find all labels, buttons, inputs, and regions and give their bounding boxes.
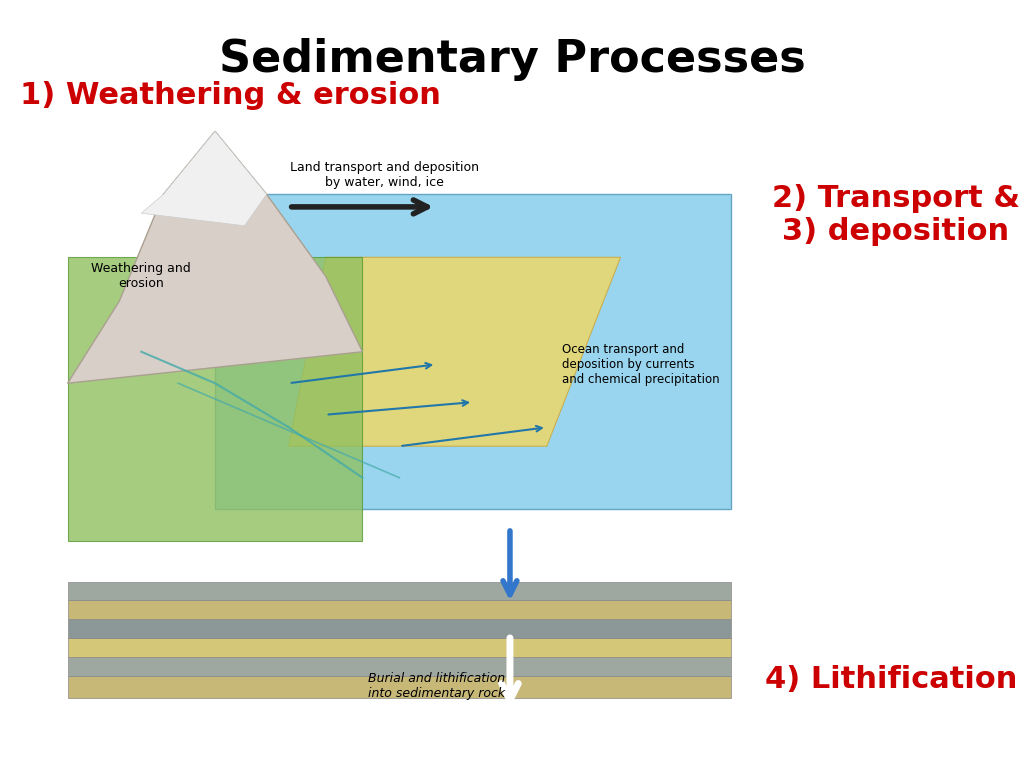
Text: Burial and lithification
into sedimentary rock: Burial and lithification into sedimentar… — [368, 671, 505, 700]
Polygon shape — [68, 676, 731, 698]
Text: 4) Lithification: 4) Lithification — [765, 665, 1017, 694]
Text: Weathering and
erosion: Weathering and erosion — [91, 262, 191, 290]
Text: Ocean transport and
deposition by currents
and chemical precipitation: Ocean transport and deposition by curren… — [561, 343, 719, 386]
Polygon shape — [215, 194, 731, 509]
Text: 1) Weathering & erosion: 1) Weathering & erosion — [20, 81, 441, 111]
Polygon shape — [68, 657, 731, 676]
Text: Land transport and deposition
by water, wind, ice: Land transport and deposition by water, … — [290, 161, 479, 190]
Text: Sedimentary Processes: Sedimentary Processes — [219, 38, 805, 81]
Polygon shape — [68, 131, 362, 383]
Polygon shape — [68, 619, 731, 638]
Polygon shape — [68, 601, 731, 619]
Polygon shape — [141, 131, 266, 226]
Text: 2) Transport &
3) deposition: 2) Transport & 3) deposition — [772, 184, 1020, 247]
Polygon shape — [68, 638, 731, 657]
Polygon shape — [68, 581, 731, 601]
Polygon shape — [68, 257, 362, 541]
Polygon shape — [289, 257, 621, 446]
